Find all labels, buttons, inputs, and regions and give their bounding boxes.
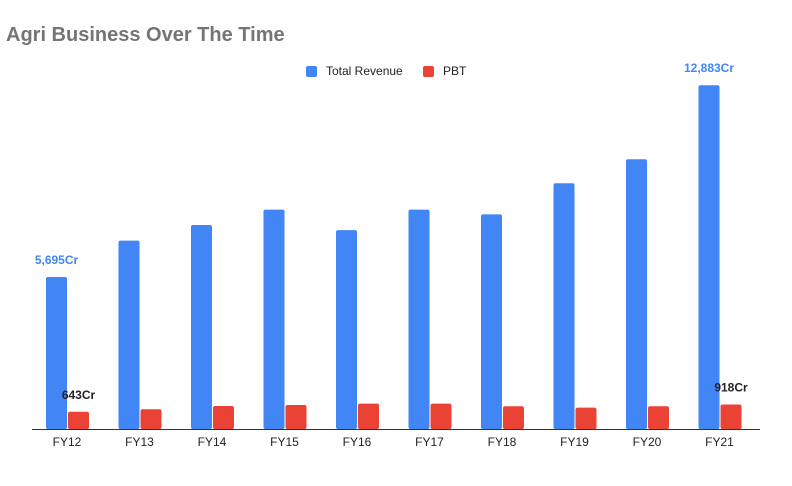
bar-total-revenue-fy19 [553,183,575,429]
x-tick-label-fy13: FY13 [125,435,154,449]
bar-total-revenue-fy17 [408,209,430,429]
x-tick-label-fy12: FY12 [53,435,82,449]
legend-item-pbt: PBT [423,64,466,78]
data-label-total-revenue-fy12: 5,695Cr [35,253,79,267]
x-tick-label-fy17: FY17 [415,435,444,449]
legend-swatch-pbt [423,65,434,77]
legend-label-total-revenue: Total Revenue [326,64,403,78]
x-tick-label-fy21: FY21 [705,435,734,449]
chart-title: Agri Business Over The Time [6,24,285,46]
bar-pbt-fy14 [213,406,234,429]
x-tick-label-fy16: FY16 [343,435,372,449]
x-tick-label-fy15: FY15 [270,435,299,449]
legend-swatch-total-revenue [306,65,317,77]
bar-pbt-fy13 [140,409,162,429]
bar-total-revenue-fy14 [191,225,212,429]
data-label-pbt-fy12: 643Cr [62,388,96,402]
bar-pbt-fy18 [503,406,524,429]
legend-item-total-revenue: Total Revenue [306,64,403,78]
x-tick-label-fy14: FY14 [198,435,227,449]
legend-label-pbt: PBT [443,64,467,78]
bar-total-revenue-fy12 [46,277,67,429]
bar-pbt-fy12 [68,411,89,429]
bar-total-revenue-fy13 [118,240,140,429]
data-label-total-revenue-fy21: 12,883Cr [684,61,734,75]
x-tick-label-fy18: FY18 [488,435,517,449]
bar-pbt-fy21 [720,404,742,429]
bar-total-revenue-fy18 [481,214,502,429]
bar-pbt-fy19 [575,407,597,429]
legend: Total Revenue PBT [0,64,792,80]
bar-total-revenue-fy16 [336,230,357,429]
bar-pbt-fy15 [285,405,307,429]
x-tick-label-fy20: FY20 [633,435,662,449]
bar-pbt-fy17 [430,403,452,429]
bar-total-revenue-fy20 [626,159,647,429]
bar-pbt-fy16 [358,403,379,429]
bar-pbt-fy20 [648,406,669,429]
x-tick-label-fy19: FY19 [560,435,589,449]
bar-total-revenue-fy15 [263,209,285,429]
bar-total-revenue-fy21 [698,85,720,429]
data-label-pbt-fy21: 918Cr [714,381,748,395]
